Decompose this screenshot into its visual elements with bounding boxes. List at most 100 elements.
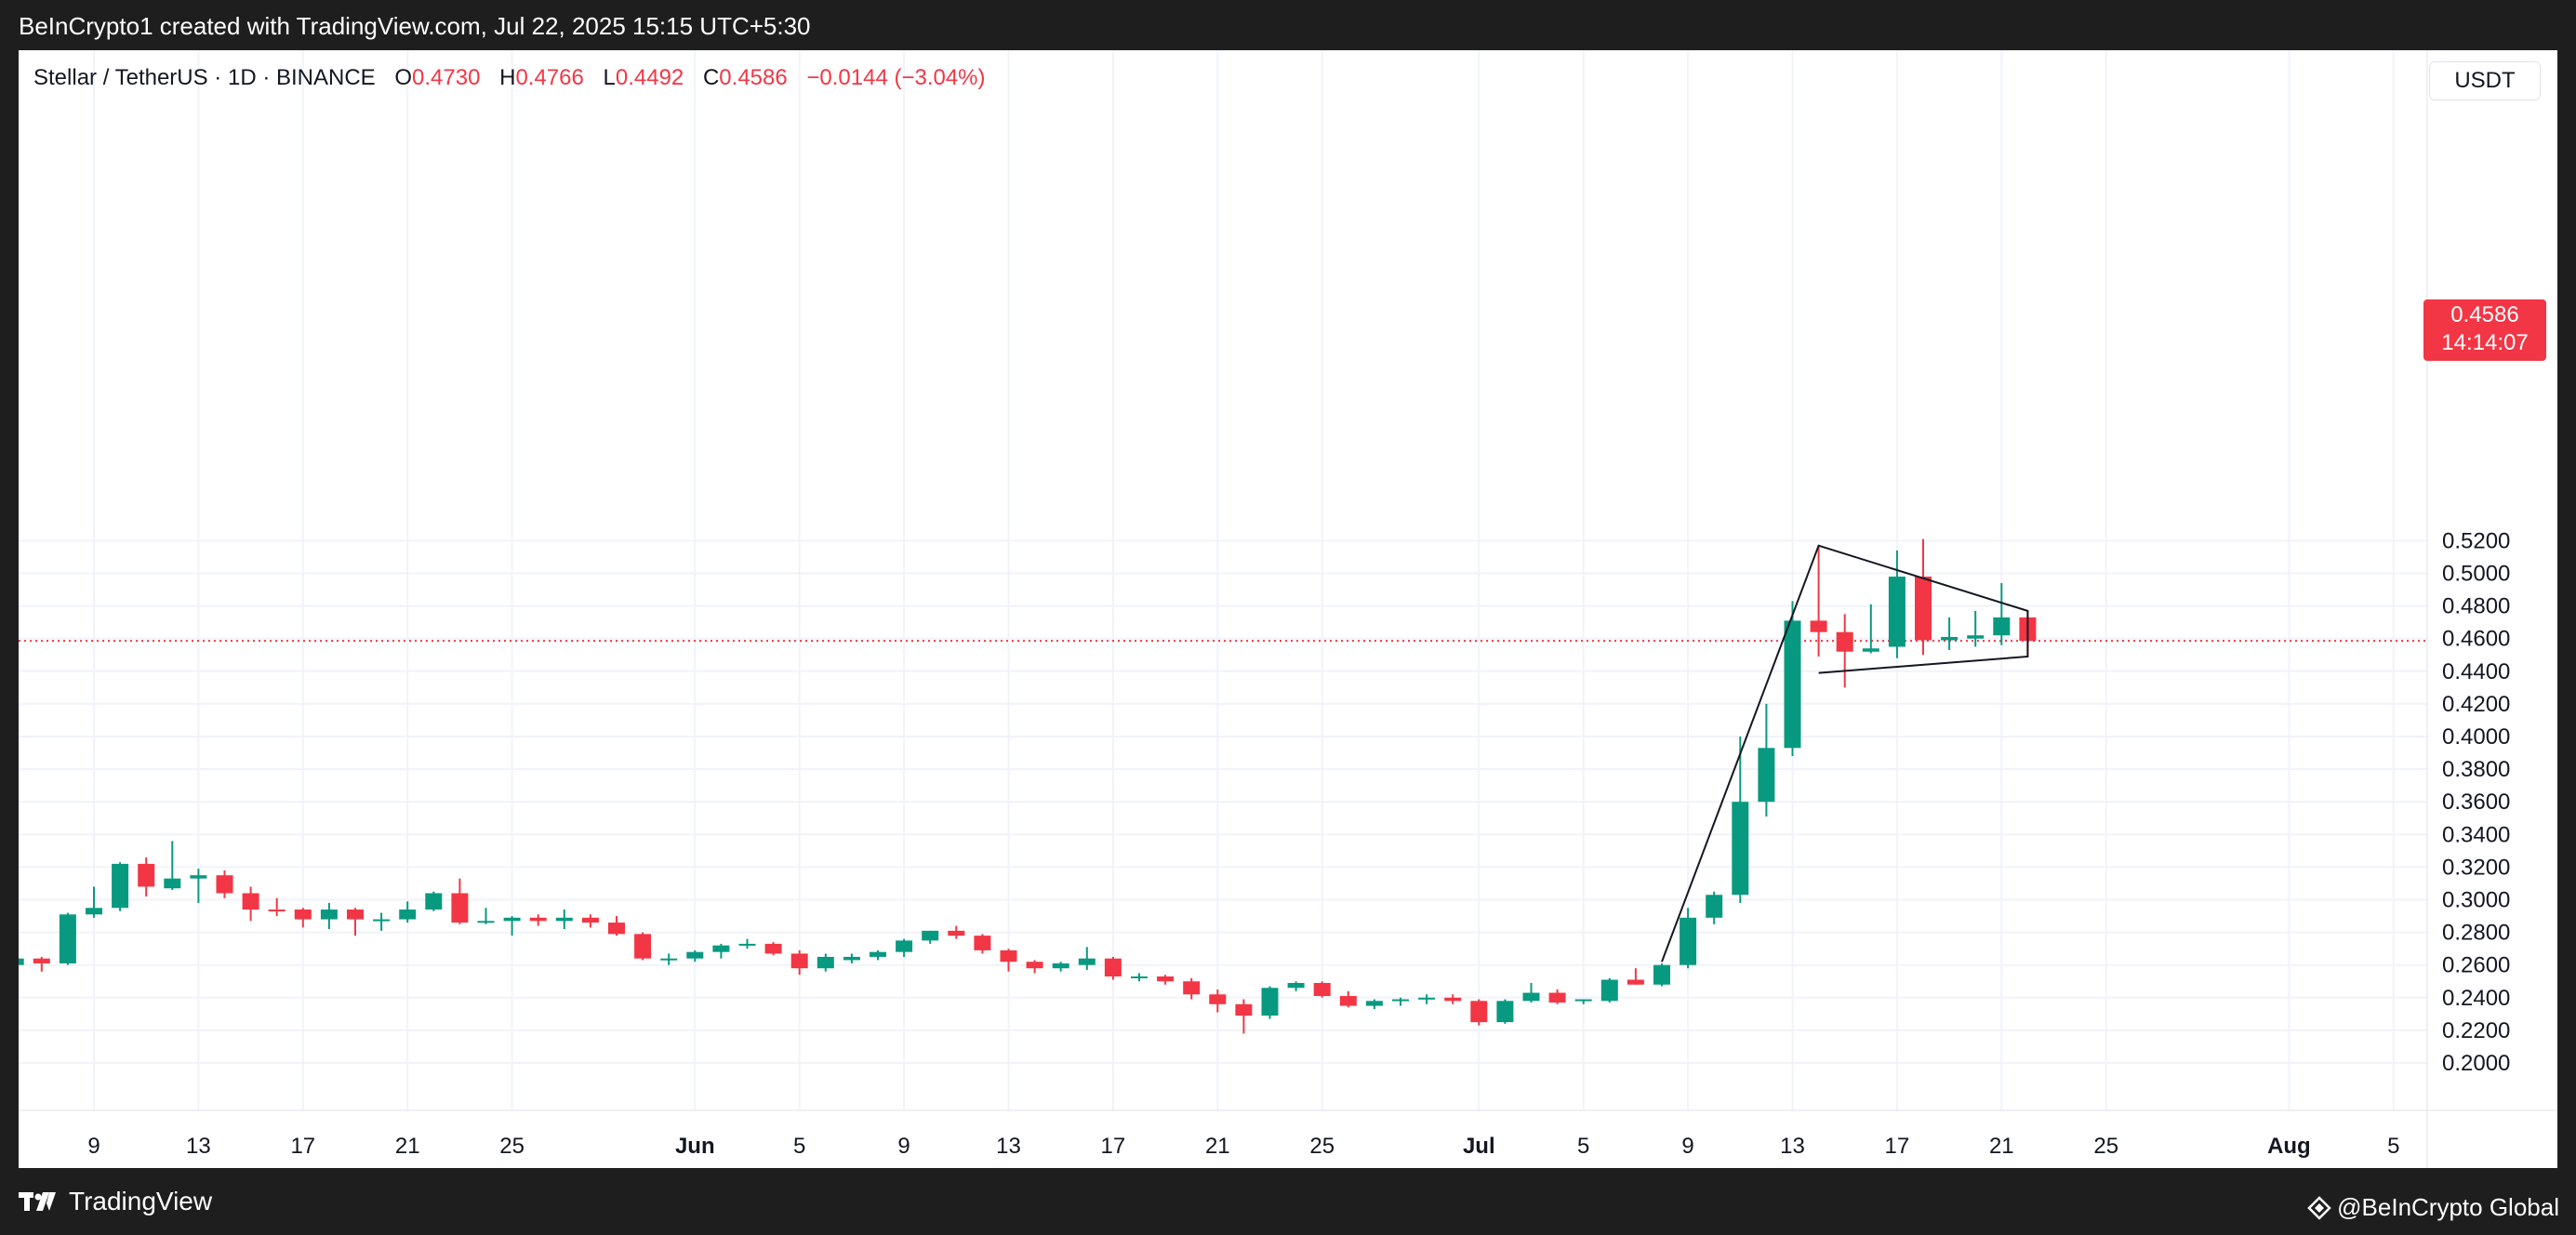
watermark: @BeInCrypto Global bbox=[2307, 1193, 2559, 1222]
candle bbox=[870, 949, 886, 961]
candle-body bbox=[1078, 958, 1095, 965]
time-tick: 13 bbox=[996, 1134, 1021, 1159]
price-tick: 0.3600 bbox=[2442, 790, 2510, 815]
candle-body bbox=[1810, 620, 1827, 632]
candle bbox=[399, 901, 417, 923]
candle bbox=[1052, 962, 1069, 972]
candle bbox=[216, 870, 233, 898]
candle bbox=[347, 908, 364, 936]
candle-body bbox=[347, 910, 364, 920]
candle bbox=[320, 903, 338, 930]
candle-body bbox=[1706, 895, 1723, 918]
pennant-outline[interactable] bbox=[1661, 544, 2029, 963]
candle bbox=[1183, 977, 1201, 1000]
candle bbox=[1680, 908, 1697, 969]
bar-countdown: 14:14:07 bbox=[2441, 330, 2529, 355]
price-tick: 0.3800 bbox=[2442, 757, 2510, 782]
candle-body bbox=[1653, 964, 1670, 985]
price-tick: 0.4000 bbox=[2442, 724, 2510, 750]
candle bbox=[922, 930, 939, 944]
time-tick: Jun bbox=[675, 1134, 715, 1159]
candle-body bbox=[1235, 1003, 1253, 1016]
time-tick: 21 bbox=[395, 1134, 420, 1159]
candle bbox=[1888, 550, 1905, 658]
candle bbox=[1000, 949, 1017, 972]
candle bbox=[1862, 604, 1879, 654]
price-tick: 0.2600 bbox=[2442, 953, 2510, 978]
candle bbox=[503, 916, 521, 936]
candle bbox=[112, 862, 129, 911]
low-value: 0.4492 bbox=[615, 65, 684, 90]
candle bbox=[1287, 981, 1305, 991]
candle-body bbox=[1680, 917, 1697, 965]
price-tick: 0.3400 bbox=[2442, 822, 2510, 847]
candle bbox=[1418, 994, 1436, 1004]
chart-caption: BeInCrypto1 created with TradingView.com… bbox=[19, 12, 811, 40]
time-tick: 17 bbox=[1885, 1134, 1910, 1159]
candle-body bbox=[922, 930, 939, 941]
candle bbox=[1392, 997, 1409, 1006]
candle-body bbox=[581, 917, 599, 923]
time-tick: 25 bbox=[2093, 1134, 2118, 1159]
time-tick: 9 bbox=[1681, 1134, 1693, 1159]
time-tick: 17 bbox=[290, 1134, 315, 1159]
candle-body bbox=[948, 930, 965, 936]
candle-body bbox=[1993, 617, 2011, 636]
chart-area[interactable] bbox=[19, 50, 2557, 1168]
beincrypto-logo-icon bbox=[2307, 1195, 2331, 1220]
candle bbox=[1522, 983, 1540, 1003]
price-tick: 0.2800 bbox=[2442, 921, 2510, 946]
candle bbox=[1967, 610, 1985, 647]
candle bbox=[1470, 999, 1488, 1026]
time-tick: 13 bbox=[1780, 1134, 1805, 1159]
candle bbox=[1209, 989, 1227, 1013]
candle-body bbox=[843, 956, 860, 961]
candle-body bbox=[1183, 981, 1201, 995]
candle-body bbox=[555, 917, 573, 922]
close-label: C bbox=[702, 65, 720, 90]
candle bbox=[764, 942, 782, 956]
price-axis[interactable]: 0.2000 0.2200 0.2400 0.2600 0.2800 0.3000 0.32… bbox=[2442, 528, 2510, 1076]
tradingview-logo[interactable]: TradingView bbox=[19, 1187, 212, 1216]
candle-body bbox=[1052, 963, 1069, 969]
candle-body bbox=[451, 893, 469, 923]
candle bbox=[1365, 999, 1383, 1010]
symbol-name[interactable]: Stellar / TetherUS · 1D · BINANCE bbox=[33, 65, 376, 90]
candle-body bbox=[1888, 577, 1905, 647]
candle-body bbox=[86, 908, 102, 915]
candle-body bbox=[870, 951, 886, 957]
price-tick: 0.4600 bbox=[2442, 627, 2510, 652]
currency-button[interactable]: USDT bbox=[2429, 61, 2541, 100]
candle-body bbox=[1104, 958, 1122, 976]
price-tick: 0.3000 bbox=[2442, 888, 2510, 913]
candle-body bbox=[1313, 983, 1331, 997]
candle bbox=[1732, 737, 1749, 904]
candle bbox=[581, 914, 599, 928]
candle bbox=[948, 925, 965, 939]
candle bbox=[790, 949, 808, 976]
candle-body bbox=[19, 958, 24, 965]
time-tick: 13 bbox=[186, 1134, 211, 1159]
time-tick: 21 bbox=[1205, 1134, 1230, 1159]
candle-body bbox=[1600, 979, 1618, 1002]
candle-body bbox=[686, 951, 704, 959]
candle bbox=[1444, 994, 1462, 1004]
candle bbox=[686, 949, 704, 963]
candle-body bbox=[138, 863, 155, 887]
candle-body bbox=[608, 923, 625, 935]
candle bbox=[1836, 614, 1853, 688]
price-chart[interactable]: 0.2000 0.2200 0.2400 0.2600 0.2800 0.3000 0.32… bbox=[19, 50, 2557, 1168]
candle bbox=[843, 953, 860, 963]
candle-body bbox=[1836, 631, 1853, 652]
candle-body bbox=[1941, 636, 1959, 641]
price-tick: 0.2200 bbox=[2442, 1018, 2510, 1043]
candle-body bbox=[1470, 1001, 1488, 1023]
open-value: 0.4730 bbox=[412, 65, 481, 90]
change-value: −0.0144 (−3.04%) bbox=[806, 65, 986, 90]
candle bbox=[373, 912, 391, 931]
last-price-label: 0.4586 14:14:07 bbox=[2423, 299, 2546, 361]
candle-body bbox=[974, 936, 991, 950]
time-axis[interactable]: 9 13 17 21 25 Jun 5 9 13 17 21 25 Jul 5 9 13 17 21 25 Aug 5 bbox=[87, 1134, 2399, 1159]
candle-body bbox=[764, 943, 782, 954]
candle-body bbox=[59, 914, 76, 963]
